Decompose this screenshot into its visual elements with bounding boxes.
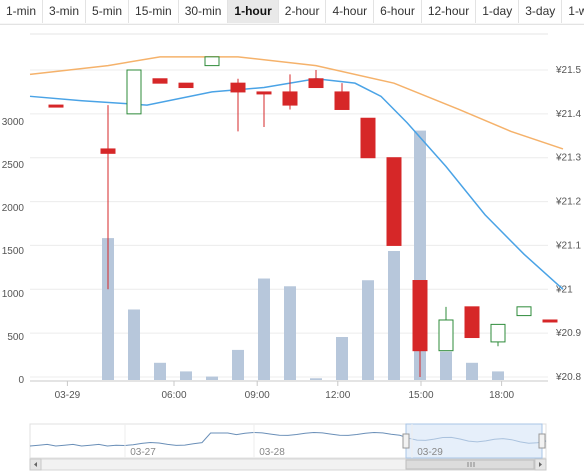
- price-tick-label: ¥21.2: [555, 197, 581, 208]
- tab-4-hour[interactable]: 4-hour: [326, 0, 375, 23]
- price-axis: ¥20.8 ¥20.9 ¥21 ¥21.1 ¥21.2 ¥21.3 ¥21.4 ¥21.5: [555, 65, 581, 383]
- x-tick-label: 06:00: [161, 390, 186, 401]
- candle-down: [542, 319, 558, 323]
- candle-down: [282, 91, 298, 106]
- candle-up: [126, 69, 142, 115]
- volume-bar: [180, 371, 192, 380]
- candle-down: [48, 104, 64, 108]
- candle-down: [308, 78, 324, 89]
- price-tick-label: ¥20.8: [555, 372, 581, 383]
- volume-bar: [206, 376, 218, 380]
- moving-average-lines: [29, 56, 564, 290]
- volume-tick-label: 2000: [2, 203, 25, 214]
- price-tick-label: ¥21: [555, 284, 573, 295]
- navigator[interactable]: 03-27 03-28 03-29: [29, 423, 547, 471]
- tab-5-min[interactable]: 5-min: [86, 0, 130, 23]
- x-tick-label: 03-29: [55, 390, 81, 401]
- volume-bar: [284, 286, 296, 380]
- tab-3-day[interactable]: 3-day: [519, 0, 563, 23]
- price-tick-label: ¥21.5: [555, 65, 581, 76]
- price-tick-label: ¥20.9: [555, 328, 581, 339]
- x-tick-label: 12:00: [325, 390, 350, 401]
- tab-2-hour[interactable]: 2-hour: [278, 0, 327, 23]
- tab-1-min[interactable]: 1-min: [0, 0, 44, 23]
- scrollbar-thumb[interactable]: [405, 459, 535, 470]
- volume-bar: [466, 362, 478, 380]
- arrow-left-icon: [34, 462, 37, 467]
- candles: [48, 56, 558, 377]
- tab-12-hour[interactable]: 12-hour: [421, 0, 477, 23]
- volume-tick-label: 500: [7, 332, 24, 343]
- volume-tick-label: 3000: [2, 117, 25, 128]
- x-tick-label: 09:00: [245, 390, 270, 401]
- candle-down: [152, 78, 168, 84]
- candle-down: [386, 157, 402, 246]
- candle-down: [178, 82, 194, 89]
- candle-down: [334, 91, 350, 110]
- x-tick-label: 15:00: [408, 390, 433, 401]
- volume-bar: [258, 278, 270, 380]
- navigator-handle-left[interactable]: [402, 433, 410, 449]
- price-tick-label: ¥21.3: [555, 153, 581, 164]
- volume-bar: [128, 309, 140, 380]
- x-axis: 03-29 06:00 09:00 12:00 15:00 18:00: [55, 381, 515, 401]
- candle-up: [438, 319, 454, 352]
- candle-down: [464, 306, 480, 339]
- candle-up: [516, 306, 532, 317]
- volume-bar: [336, 337, 348, 380]
- tab-1-day[interactable]: 1-day: [476, 0, 520, 23]
- tab-15-min[interactable]: 15-min: [129, 0, 179, 23]
- navigator-label: 03-28: [259, 447, 285, 458]
- tab-6-hour[interactable]: 6-hour: [374, 0, 422, 23]
- ma-slow-line: [29, 56, 564, 150]
- volume-bar: [440, 351, 452, 380]
- volume-bar: [492, 371, 504, 380]
- price-tick-label: ¥21.1: [555, 240, 581, 251]
- navigator-handle-right[interactable]: [538, 433, 546, 449]
- volume-bar: [362, 280, 374, 380]
- volume-axis: 0 500 1000 1500 2000 2500 3000: [2, 117, 25, 386]
- tab-30-min[interactable]: 30-min: [178, 0, 229, 23]
- tab-1-week[interactable]: 1-week: [562, 0, 584, 23]
- grid-lines: [30, 33, 548, 382]
- navigator-label: 03-29: [417, 447, 443, 458]
- volume-tick-label: 1000: [2, 289, 25, 300]
- candle-down: [100, 148, 116, 154]
- volume-bar: [388, 251, 400, 380]
- volume-bar: [310, 378, 322, 380]
- tab-3-min[interactable]: 3-min: [43, 0, 87, 23]
- candle-down: [230, 82, 246, 93]
- navigator-label: 03-27: [130, 447, 156, 458]
- candle-down: [412, 280, 428, 352]
- interval-tabs: 1-min 3-min 5-min 15-min 30-min 1-hour 2-hour 4…: [0, 0, 584, 25]
- price-tick-label: ¥21.4: [555, 109, 581, 120]
- volume-bar: [232, 349, 244, 380]
- volume-bar: [102, 238, 114, 380]
- ma-fast-line: [29, 78, 564, 290]
- volume-bars: [102, 130, 504, 380]
- volume-tick-label: 0: [18, 375, 24, 386]
- arrow-right-icon: [539, 462, 542, 467]
- volume-tick-label: 2500: [2, 160, 25, 171]
- tab-1-hour[interactable]: 1-hour: [228, 0, 279, 23]
- candle-down: [256, 91, 272, 95]
- candle-up: [490, 323, 506, 343]
- volume-bar: [154, 362, 166, 380]
- candle-down: [360, 117, 376, 159]
- volume-tick-label: 1500: [2, 246, 25, 257]
- candle-up: [204, 56, 220, 67]
- x-tick-label: 18:00: [489, 390, 514, 401]
